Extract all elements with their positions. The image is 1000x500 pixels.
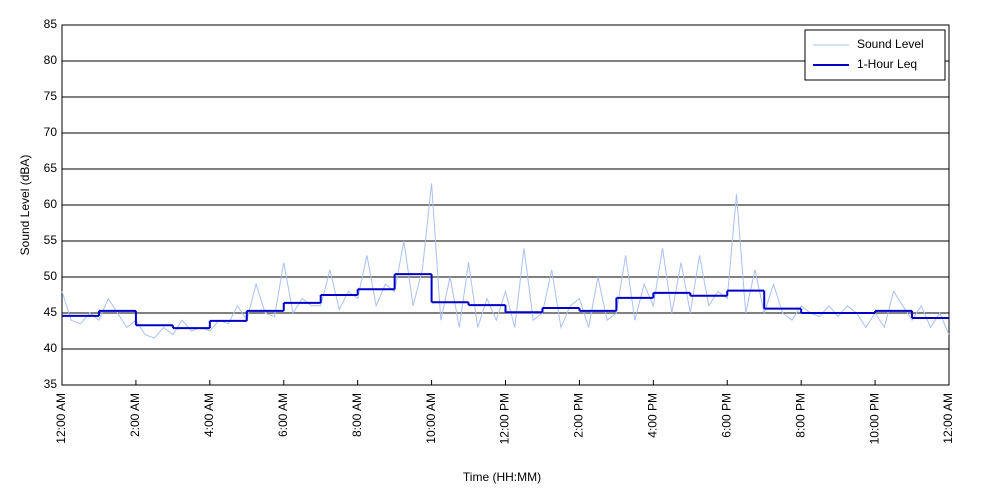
sound-level-line <box>61 183 950 339</box>
y-tick-label: 75 <box>44 89 58 103</box>
y-tick-label: 70 <box>44 125 58 139</box>
x-tick-label: 8:00 AM <box>350 393 364 437</box>
x-tick-label: 2:00 AM <box>128 393 142 437</box>
y-tick-label: 85 <box>44 17 58 31</box>
x-tick-label: 10:00 AM <box>424 393 438 444</box>
y-tick-label: 65 <box>44 161 58 175</box>
y-tick-label: 35 <box>44 377 58 391</box>
x-tick-label: 12:00 AM <box>941 393 955 444</box>
x-tick-label: 8:00 PM <box>793 393 807 438</box>
legend-label: Sound Level <box>857 37 924 51</box>
y-tick-label: 45 <box>44 305 58 319</box>
y-tick-label: 55 <box>44 233 58 247</box>
x-tick-label: 10:00 PM <box>867 393 881 444</box>
x-tick-label: 12:00 PM <box>498 393 512 444</box>
legend-box <box>804 29 946 81</box>
y-tick-label: 80 <box>44 53 58 67</box>
x-tick-label: 6:00 AM <box>276 393 290 437</box>
y-axis-label: Sound Level (dBA) <box>18 155 32 256</box>
x-tick-label: 12:00 AM <box>54 393 68 444</box>
x-tick-label: 2:00 PM <box>572 393 586 438</box>
y-tick-label: 50 <box>44 269 58 283</box>
y-tick-label: 40 <box>44 341 58 355</box>
legend-label: 1-Hour Leq <box>857 57 917 71</box>
x-axis-label: Time (HH:MM) <box>463 470 541 484</box>
y-tick-label: 60 <box>44 197 58 211</box>
x-tick-label: 4:00 AM <box>202 393 216 437</box>
x-tick-label: 4:00 PM <box>646 393 660 438</box>
x-tick-label: 6:00 PM <box>719 393 733 438</box>
